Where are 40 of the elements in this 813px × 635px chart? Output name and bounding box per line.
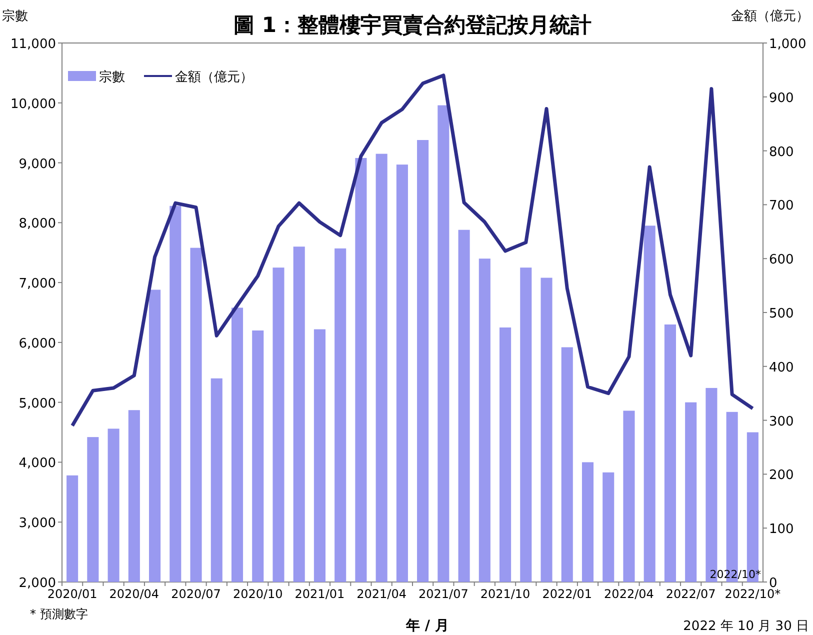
y2-tick-label: 800: [769, 144, 794, 160]
x-tick-label: 2022/07: [666, 587, 716, 601]
y-tick-label: 4,000: [18, 456, 56, 472]
y-tick-label: 6,000: [18, 336, 56, 352]
x-tick-label: 2020/01: [47, 587, 98, 601]
y2-tick-label: 200: [769, 468, 794, 484]
chart-title: 圖 1：整體樓宇買賣合約登記按月統計: [234, 13, 592, 37]
y-axis-title: 宗數: [2, 8, 28, 24]
legend-label: 宗數: [99, 69, 125, 85]
text: * 預測數字: [30, 607, 88, 621]
y2-tick-label: 500: [769, 306, 794, 322]
y-tick-label: 3,000: [18, 516, 56, 532]
y2-tick-label: 700: [769, 198, 794, 214]
x-tick-label: 2022/10*: [724, 587, 781, 601]
annotation: 2022/10*: [710, 568, 762, 581]
y-tick-label: 5,000: [18, 396, 56, 412]
x-tick-label: 2022/01: [542, 587, 592, 601]
x-tick-label: 2021/01: [294, 587, 345, 601]
y-tick-label: 8,000: [18, 216, 56, 232]
x-tick-label: 2020/07: [171, 587, 221, 601]
y-tick-label: 10,000: [10, 96, 56, 112]
y-tick-label: 9,000: [18, 156, 56, 172]
legend-label: 金額（億元）: [175, 70, 253, 85]
x-tick-label: 2021/07: [418, 587, 468, 601]
y2-tick-label: 100: [769, 522, 794, 538]
y2-tick-label: 1,000: [769, 37, 806, 52]
y2-axis-title: 金額（億元）: [731, 9, 809, 24]
x-axis-title: 年 / 月: [405, 618, 449, 634]
y-tick-label: 11,000: [10, 37, 56, 52]
y-tick-label: 7,000: [18, 276, 56, 292]
y2-tick-label: 300: [769, 414, 794, 430]
x-tick-label: 2020/10: [232, 587, 283, 601]
y2-tick-label: 900: [769, 90, 794, 106]
x-tick-label: 2021/04: [356, 587, 407, 601]
x-tick-label: 2021/10: [480, 587, 530, 601]
text: 2022 年 10 月 30 日: [683, 619, 809, 634]
x-tick-label: 2020/04: [109, 587, 160, 601]
y2-tick-label: 600: [769, 252, 794, 268]
x-tick-label: 2022/04: [604, 587, 654, 601]
y2-tick-label: 400: [769, 360, 794, 376]
